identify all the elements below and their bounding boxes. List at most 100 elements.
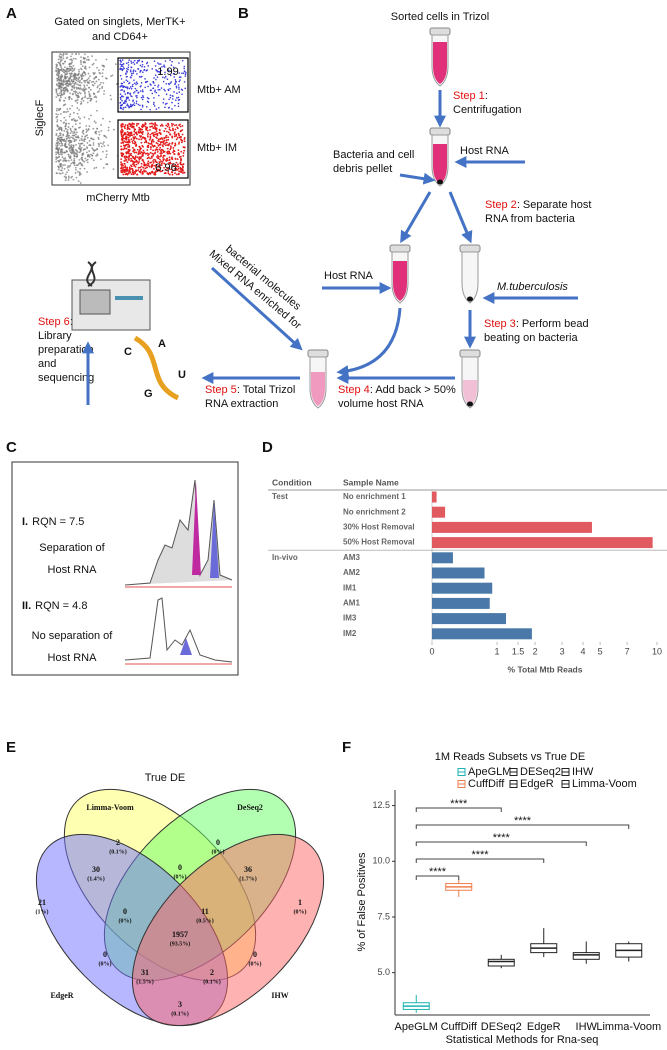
dot	[78, 81, 81, 84]
region-pct: (0%)	[174, 873, 187, 880]
dot	[151, 163, 154, 166]
dot	[157, 70, 159, 73]
dot	[101, 87, 104, 89]
dot	[57, 113, 59, 116]
dot	[75, 168, 77, 171]
dot	[147, 142, 150, 145]
dot	[166, 130, 168, 133]
dot	[74, 155, 76, 158]
dot	[105, 58, 108, 61]
dot	[57, 94, 60, 97]
region-pct: (0%)	[119, 917, 132, 924]
trace-caption: No separation of	[32, 630, 114, 642]
dot	[94, 131, 97, 133]
dot	[134, 87, 137, 90]
dot	[149, 135, 152, 138]
dot	[165, 124, 168, 127]
dot	[112, 168, 115, 171]
rna-letter: A	[158, 338, 166, 350]
dot	[86, 154, 89, 156]
region-pct: (0.1%)	[203, 978, 221, 985]
region-pct: (0.1%)	[109, 848, 127, 855]
arrow	[336, 307, 402, 378]
dot	[80, 157, 83, 160]
dot	[180, 136, 183, 138]
peak	[192, 482, 201, 575]
dot	[56, 124, 59, 127]
dot	[61, 156, 64, 158]
dot	[127, 66, 130, 69]
bar	[432, 567, 485, 579]
dot	[75, 176, 78, 179]
dot	[63, 130, 66, 132]
dot	[180, 158, 182, 161]
x-tick-label: ApeGLM	[395, 1021, 438, 1033]
dot	[96, 66, 98, 69]
dot	[123, 67, 125, 70]
trace	[124, 479, 233, 586]
dot	[136, 156, 139, 159]
dot	[56, 72, 59, 75]
dot	[66, 88, 68, 91]
step-text: : Add back > 50%	[370, 384, 456, 396]
dot	[140, 141, 143, 144]
dot	[142, 71, 144, 74]
region-count: 0	[103, 950, 107, 959]
dot	[164, 144, 167, 147]
dot	[129, 93, 132, 96]
dot	[134, 70, 137, 73]
tube	[429, 27, 451, 87]
dot	[73, 132, 76, 134]
rqn: RQN = 4.8	[35, 600, 87, 612]
step-number: Step 5	[205, 384, 237, 396]
legend-label: DESeq2	[520, 766, 561, 778]
condition: Test	[272, 492, 288, 501]
dot	[79, 182, 82, 184]
dot	[183, 81, 186, 83]
dot	[121, 167, 124, 170]
dot	[128, 123, 131, 125]
dot	[142, 95, 144, 97]
dot	[128, 157, 130, 159]
dot	[70, 66, 73, 68]
dot	[65, 145, 68, 148]
dot	[173, 124, 176, 127]
dot	[125, 73, 127, 75]
dot	[169, 82, 172, 84]
dot	[126, 87, 129, 90]
dot	[162, 80, 165, 83]
dot	[178, 86, 180, 88]
dot	[139, 136, 142, 138]
dot	[86, 158, 89, 161]
dot	[126, 92, 129, 95]
dot	[134, 165, 137, 168]
dot	[64, 157, 67, 159]
plot-frame	[51, 51, 191, 186]
dot	[57, 168, 60, 171]
dot	[128, 154, 131, 157]
dot	[65, 139, 67, 142]
dot	[155, 164, 158, 166]
dot	[171, 60, 173, 63]
dot	[93, 96, 96, 99]
dot	[164, 136, 167, 139]
dot	[62, 93, 65, 95]
dot	[68, 96, 70, 99]
dot	[89, 144, 92, 147]
dot	[102, 64, 105, 67]
dot	[55, 160, 58, 163]
rna-letter: U	[178, 369, 186, 381]
dot	[86, 147, 89, 149]
dot	[148, 172, 151, 175]
dot	[133, 59, 136, 62]
dot	[133, 130, 136, 133]
dot	[135, 102, 138, 105]
dot	[76, 107, 79, 109]
dot	[143, 68, 146, 71]
dot	[127, 61, 130, 64]
trace	[124, 597, 233, 663]
step-text: volume host RNA	[338, 398, 424, 410]
dot	[176, 165, 179, 168]
dot	[126, 75, 128, 78]
dot	[78, 53, 80, 55]
